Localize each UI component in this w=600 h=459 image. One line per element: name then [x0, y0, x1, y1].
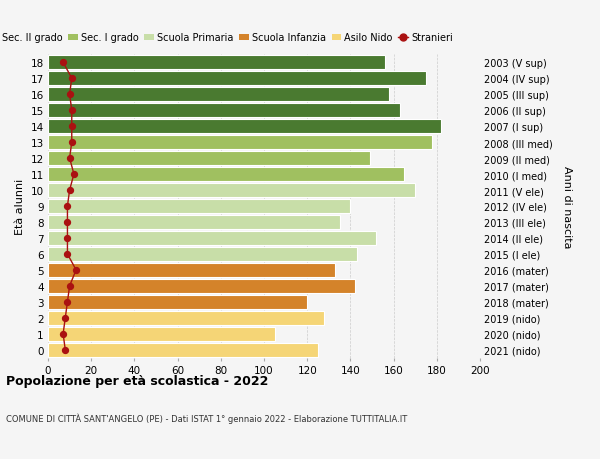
Bar — [48, 184, 415, 197]
Point — [71, 267, 81, 274]
Point — [62, 251, 72, 258]
Point — [62, 219, 72, 226]
Point — [61, 347, 70, 354]
Bar — [48, 120, 441, 134]
Point — [58, 330, 68, 338]
Text: COMUNE DI CITTÀ SANT'ANGELO (PE) - Dati ISTAT 1° gennaio 2022 - Elaborazione TUT: COMUNE DI CITTÀ SANT'ANGELO (PE) - Dati … — [6, 413, 407, 424]
Point — [67, 139, 77, 146]
Bar — [48, 296, 307, 309]
Bar — [48, 247, 357, 261]
Bar — [48, 152, 370, 166]
Point — [67, 107, 77, 115]
Bar — [48, 136, 433, 150]
Point — [69, 171, 79, 179]
Legend: Sec. II grado, Sec. I grado, Scuola Primaria, Scuola Infanzia, Asilo Nido, Stran: Sec. II grado, Sec. I grado, Scuola Prim… — [0, 29, 457, 47]
Bar — [48, 168, 404, 181]
Bar — [48, 280, 355, 293]
Text: Popolazione per età scolastica - 2022: Popolazione per età scolastica - 2022 — [6, 374, 268, 387]
Point — [65, 283, 74, 290]
Bar — [48, 343, 318, 357]
Point — [65, 155, 74, 162]
Bar — [48, 200, 350, 213]
Bar — [48, 232, 376, 245]
Bar — [48, 327, 275, 341]
Point — [62, 235, 72, 242]
Bar — [48, 104, 400, 118]
Point — [58, 59, 68, 67]
Point — [65, 187, 74, 194]
Point — [67, 123, 77, 130]
Point — [61, 314, 70, 322]
Point — [62, 203, 72, 210]
Point — [62, 298, 72, 306]
Point — [65, 91, 74, 99]
Y-axis label: Anni di nascita: Anni di nascita — [562, 165, 572, 248]
Bar — [48, 56, 385, 70]
Bar — [48, 216, 340, 229]
Y-axis label: Età alunni: Età alunni — [15, 179, 25, 235]
Bar — [48, 88, 389, 102]
Bar — [48, 263, 335, 277]
Bar — [48, 311, 325, 325]
Bar — [48, 72, 426, 86]
Point — [67, 75, 77, 83]
